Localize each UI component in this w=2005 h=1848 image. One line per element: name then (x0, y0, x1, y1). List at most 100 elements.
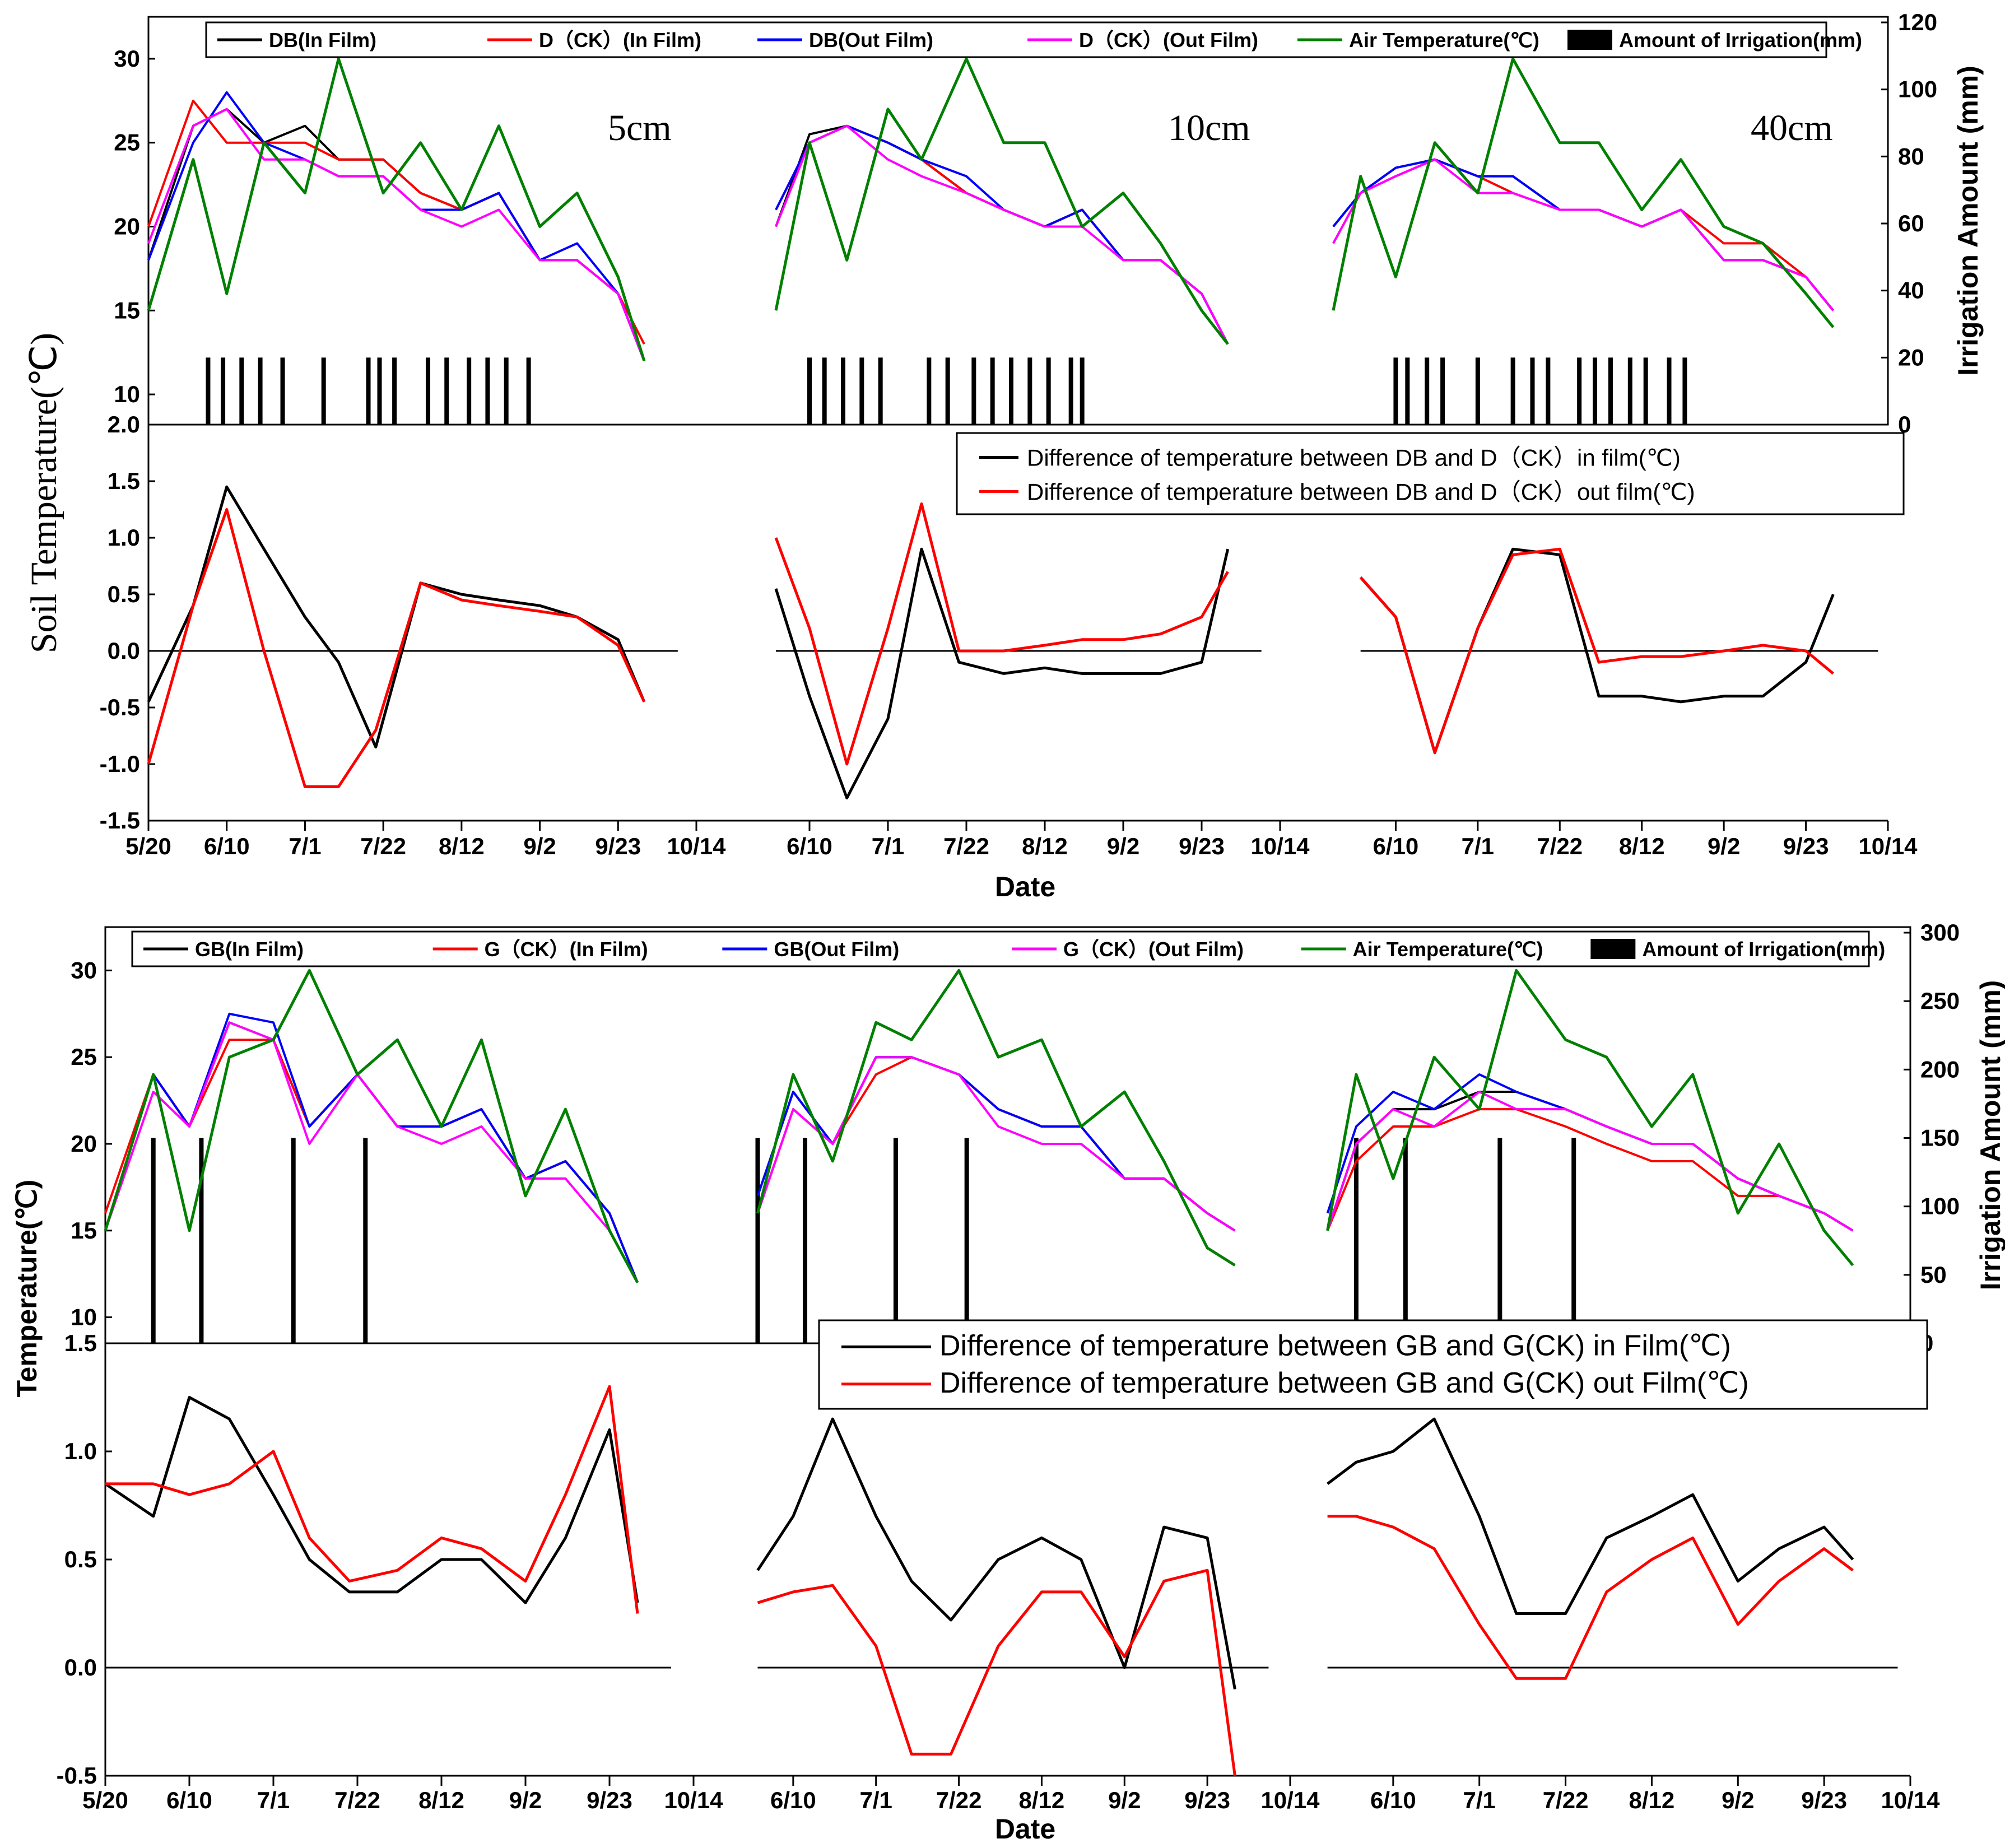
irrigation-bar (485, 357, 490, 425)
series-line-air-temperature (774, 57, 1229, 345)
temperature-axis-title: Temperature(℃) (11, 1180, 43, 1398)
x-tick-label: 9/2 (509, 1787, 542, 1813)
upper-left-tick-label: 20 (71, 1130, 97, 1157)
irrigation-bar (199, 1138, 204, 1343)
figure-block-1: 30 25 20 15 10 2.0 1.5 1.0 0.5 0.0 -0.5 -1.0 -1.5 120… (24, 9, 1984, 902)
irrigation-bar (1009, 357, 1013, 425)
irrigation-bar (755, 1138, 760, 1343)
irrigation-bar (1667, 357, 1672, 425)
lower-tick-label: -0.5 (100, 694, 140, 720)
legend-label: G（CK）(Out Film) (1063, 938, 1244, 961)
lower-tick-label: 0.0 (108, 637, 140, 664)
irrigation-bar (258, 357, 263, 425)
lower-tick-label: -1.0 (100, 751, 140, 777)
irrigation-bar (1643, 357, 1648, 425)
x-tick-label: 10/14 (667, 833, 726, 859)
x-tick-label: 9/23 (595, 833, 641, 859)
irrigation-bar (221, 357, 226, 425)
irrigation-bar (859, 357, 864, 425)
legend-label: DB(Out Film) (809, 29, 933, 52)
x-tick-label: 7/1 (1462, 833, 1494, 859)
series-line-in-film-b (756, 1056, 1236, 1232)
lower-tick-label: 1.0 (64, 1438, 97, 1464)
irrigation-bar (945, 357, 950, 425)
right-tick-label: 100 (1898, 76, 1937, 103)
series-line-out-film-b (756, 1056, 1236, 1232)
lower-legend-box (956, 432, 1905, 515)
series-line-in-film-ck (1326, 1108, 1854, 1232)
lower-tick-label: 1.5 (108, 468, 140, 494)
temperature-axis-title: Soil Temperature(℃) (24, 333, 64, 653)
series-line-air-temperature (104, 969, 639, 1283)
x-tick-label: 8/12 (1022, 833, 1068, 859)
x-tick-label: 7/22 (1543, 1787, 1589, 1813)
upper-legend-box (131, 930, 1870, 967)
irrigation-bar (807, 357, 812, 425)
series-line-in-film-ck (775, 124, 1229, 345)
legend-label: D（CK）(Out Film) (1079, 29, 1258, 52)
irrigation-bar (893, 1138, 898, 1343)
irrigation-bar (467, 357, 472, 425)
series-line-out-film-ck (147, 108, 645, 361)
irrigation-bar (526, 357, 531, 425)
irrigation-bar (280, 357, 285, 425)
series-line-in-film-b (775, 124, 1229, 345)
x-tick-label: 6/10 (1370, 1787, 1416, 1813)
difference-line-in-film (756, 1417, 1236, 1690)
upper-panel-3: 40cm (1332, 57, 1835, 425)
upper-left-tick-label: 10 (71, 1304, 97, 1330)
lower-panel-2 (774, 502, 1262, 800)
upper-panel-3 (1326, 969, 1854, 1343)
x-tick-label: 9/23 (1184, 1787, 1230, 1813)
legend-label: Amount of Irrigation(mm) (1619, 29, 1862, 52)
upper-legend: DB(In Film) D（CK）(In Film) DB(Out Film) D（C… (205, 21, 1862, 58)
upper-left-tick-label: 20 (114, 213, 140, 239)
upper-left-tick-label: 30 (71, 957, 97, 983)
right-tick-label: 20 (1898, 344, 1924, 370)
x-tick-label: 6/10 (770, 1787, 816, 1813)
x-tick-label: 10/14 (664, 1787, 723, 1813)
upper-left-tick-label: 2.0 (108, 411, 140, 437)
right-tick-label: 0 (1898, 411, 1911, 437)
irrigation-bar (1403, 1138, 1408, 1343)
irrigation-bar (1440, 357, 1445, 425)
irrigation-bar (1608, 357, 1613, 425)
right-tick-label: 250 (1920, 988, 1960, 1014)
irrigation-bar (1627, 357, 1632, 425)
x-tick-label: 7/22 (360, 833, 406, 859)
x-tick-label: 10/14 (1881, 1787, 1940, 1813)
series-line-out-film-b (104, 1012, 639, 1283)
upper-left-tick-label: 15 (114, 297, 140, 323)
difference-line-out-film (757, 1568, 1236, 1776)
legend-label: GB(In Film) (195, 938, 304, 961)
x-axis-title: Date (995, 1813, 1055, 1845)
lower-legend: Difference of temperature between GB and… (818, 1319, 1928, 1410)
lower-tick-label: -1.5 (100, 807, 140, 834)
x-tick-label: 9/2 (1108, 1787, 1141, 1813)
x-tick-label: 9/2 (1107, 833, 1139, 859)
x-tick-label: 7/22 (1537, 833, 1583, 859)
legend-label: Air Temperature(℃) (1349, 29, 1539, 52)
x-tick-label: 5/20 (125, 833, 171, 859)
x-tick-label: 9/23 (1801, 1787, 1847, 1813)
irrigation-bar (1497, 1138, 1502, 1343)
series-line-air-temperature (147, 57, 646, 361)
x-tick-label: 7/22 (936, 1787, 982, 1813)
irrigation-bar (206, 357, 211, 425)
irrigation-bar (971, 357, 976, 425)
x-axis-title: Date (995, 871, 1055, 902)
lower-panel-1 (104, 1385, 671, 1669)
x-tick-label: 7/1 (872, 833, 904, 859)
x-tick-label: 6/10 (166, 1787, 212, 1813)
right-tick-label: 150 (1920, 1125, 1960, 1151)
difference-line-out-film (147, 508, 646, 788)
legend-label: D（CK）(In Film) (539, 29, 701, 52)
depth-label: 40cm (1751, 108, 1833, 148)
irrigation-bar (1393, 357, 1398, 425)
upper-panel-2 (755, 969, 1236, 1343)
x-tick-label: 5/20 (82, 1787, 128, 1813)
upper-legend: GB(In Film) G（CK）(In Film) GB(Out Film) G（C… (131, 930, 1885, 967)
irrigation-bar (366, 357, 371, 425)
figure-block-2: 30 25 20 15 101.5 1.0 0.5 0.0 -0.5 300 250 200 150 10… (11, 919, 2005, 1845)
upper-panel-1: 5cm (147, 57, 672, 425)
